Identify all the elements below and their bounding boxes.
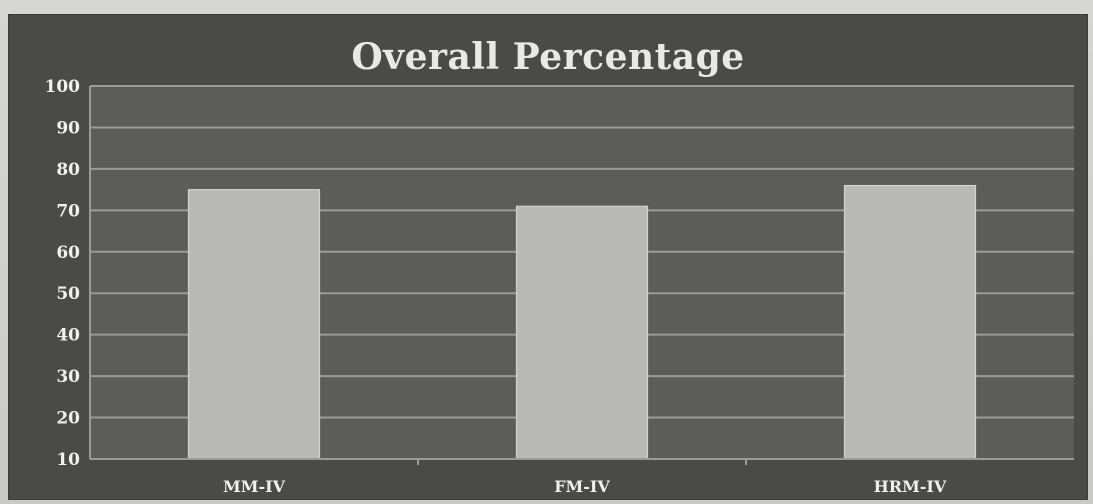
y-tick-label: 50 [56,284,80,304]
y-tick-label: 90 [56,118,80,138]
y-tick-label: 70 [56,201,80,221]
y-tick-label: 60 [56,243,80,263]
y-tick-label: 100 [45,77,81,97]
x-category-label: HRM-IV [874,477,947,496]
x-category-label: MM-IV [223,477,286,496]
bar-mm-iv [187,189,321,460]
axes [89,86,1074,465]
chart-title: Overall Percentage [351,36,745,78]
chart-panel: 10 20 30 40 50 60 70 80 90 100 MM-IV FM-IV HRM-IV Ov… [8,14,1088,500]
y-tick-label: 30 [56,367,80,387]
y-tick-label: 20 [56,409,80,429]
y-tick-label: 40 [56,326,80,346]
bar-fm-iv [515,205,649,460]
y-tick-label: 80 [56,160,80,180]
y-tick-label: 10 [56,450,80,470]
bar-hrm-iv [843,184,977,460]
axis-labels: 10 20 30 40 50 60 70 80 90 100 MM-IV FM-IV HRM-IV [45,77,947,496]
bar-chart: 10 20 30 40 50 60 70 80 90 100 MM-IV FM-IV HRM-IV [45,77,1074,496]
bars [187,184,977,460]
x-category-label: FM-IV [554,477,610,496]
